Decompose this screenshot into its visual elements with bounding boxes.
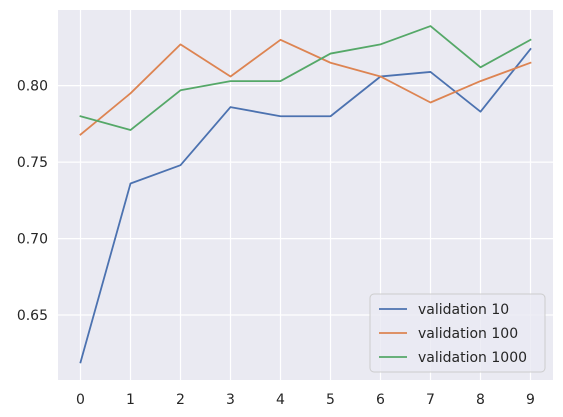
x-tick-label: 1 (126, 392, 135, 408)
y-axis: 0.65 0.70 0.75 0.80 (17, 79, 48, 324)
y-tick-label: 0.75 (17, 155, 48, 171)
y-tick-label: 0.65 (17, 308, 48, 324)
x-tick-label: 2 (176, 392, 185, 408)
legend-box (369, 293, 546, 373)
x-tick-label: 7 (426, 392, 435, 408)
series-line-3 (79, 25, 532, 131)
legend-label: validation 100 (418, 326, 518, 342)
x-axis: 0 1 2 3 4 5 6 7 8 9 (76, 392, 535, 408)
legend-label: validation 10 (418, 302, 509, 318)
x-tick-label: 8 (476, 392, 485, 408)
x-tick-label: 6 (376, 392, 385, 408)
x-tick-label: 5 (326, 392, 335, 408)
legend: validation 10 validation 100 validation 10… (369, 293, 546, 373)
x-tick-label: 0 (76, 392, 85, 408)
x-tick-label: 4 (276, 392, 285, 408)
y-tick-label: 0.70 (17, 232, 48, 248)
series-line-2 (79, 38, 532, 136)
series-layer (79, 25, 532, 364)
y-tick-label: 0.80 (17, 79, 48, 95)
legend-label: validation 1000 (418, 350, 527, 366)
x-tick-label: 3 (226, 392, 235, 408)
x-tick-label: 9 (526, 392, 535, 408)
